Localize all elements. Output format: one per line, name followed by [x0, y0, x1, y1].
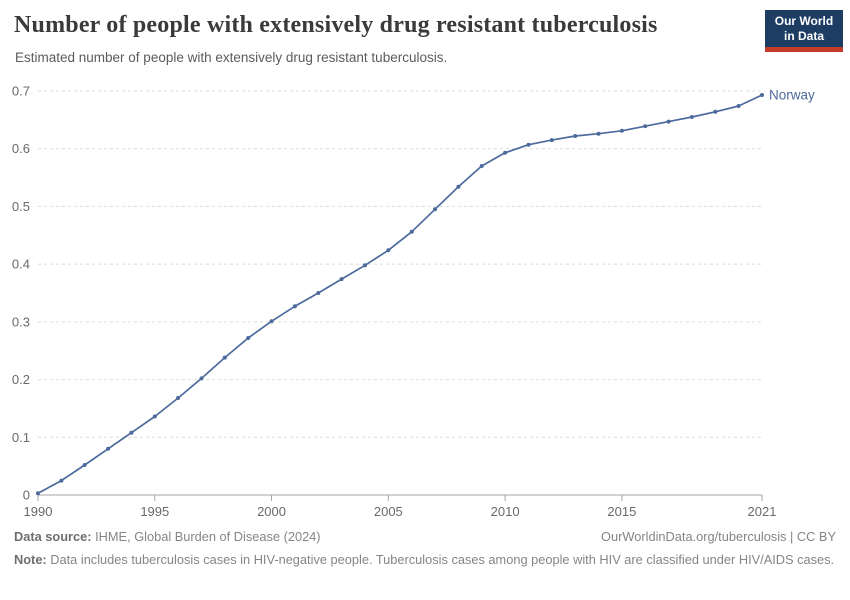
data-point — [36, 491, 40, 496]
data-source-text: IHME, Global Burden of Disease (2024) — [91, 529, 321, 544]
x-tick-label: 2015 — [607, 504, 636, 519]
data-point — [526, 142, 531, 147]
data-point — [760, 93, 764, 97]
x-tick-label: 2005 — [374, 504, 403, 519]
data-point — [433, 207, 437, 212]
data-point — [479, 164, 484, 168]
data-point — [573, 134, 578, 138]
page-subtitle: Estimated number of people with extensiv… — [15, 50, 448, 65]
data-point — [549, 138, 554, 143]
x-tick-label: 1995 — [140, 504, 169, 519]
data-point — [596, 131, 601, 136]
data-point — [82, 463, 87, 467]
owid-logo-text: Our World in Data — [765, 10, 843, 47]
data-point — [713, 109, 718, 114]
data-point — [106, 446, 111, 451]
y-tick-label: 0.5 — [12, 199, 30, 214]
data-point — [386, 248, 391, 253]
data-point — [152, 414, 157, 419]
note-label: Note: — [14, 551, 47, 567]
data-point — [409, 229, 414, 234]
data-point — [363, 263, 367, 268]
data-point — [689, 115, 694, 119]
data-point — [736, 104, 741, 108]
owid-logo-line1: Our World — [774, 14, 834, 29]
data-point — [176, 396, 181, 400]
data-point — [129, 430, 134, 435]
chart-footer: Data source: IHME, Global Burden of Dise… — [14, 528, 836, 569]
data-point — [199, 376, 204, 381]
data-point — [456, 184, 461, 189]
data-point — [503, 150, 508, 155]
y-tick-label: 0.7 — [12, 84, 30, 99]
y-tick-label: 0.4 — [12, 257, 30, 272]
owid-license-link[interactable]: OurWorldinData.org/tuberculosis | CC BY — [601, 529, 836, 544]
x-tick-label: 2021 — [748, 504, 777, 519]
line-chart[interactable]: 0 0.1 0.2 0.3 0.4 0.5 0.6 0.7 1990 1995 2000 2005 20… — [0, 78, 850, 523]
data-point — [619, 128, 624, 133]
y-tick-label: 0.2 — [12, 372, 30, 387]
data-point — [316, 291, 321, 295]
owid-logo-line2: in Data — [783, 28, 824, 43]
y-tick-label: 0 — [23, 488, 30, 503]
x-tick-label: 2000 — [257, 504, 286, 519]
page-title: Number of people with extensively drug r… — [14, 12, 658, 38]
data-source-label: Data source: — [14, 529, 92, 544]
note-text: Data includes tuberculosis cases in HIV-… — [46, 551, 835, 567]
y-tick-label: 0.6 — [12, 141, 30, 156]
series-end-label: Norway — [769, 88, 815, 103]
data-source: Data source: IHME, Global Burden of Dise… — [14, 528, 321, 547]
owid-logo[interactable]: Our World in Data — [765, 10, 843, 52]
data-point — [339, 277, 344, 282]
owid-logo-red-bar — [765, 47, 843, 52]
x-tick-label: 1990 — [24, 504, 53, 519]
y-tick-label: 0.1 — [12, 430, 30, 445]
trend-line — [37, 94, 763, 495]
data-point — [643, 124, 648, 129]
y-tick-label: 0.3 — [12, 314, 30, 329]
data-point — [59, 478, 64, 483]
data-point — [292, 304, 297, 309]
data-point — [666, 119, 671, 124]
line-chart-svg[interactable]: 0 0.1 0.2 0.3 0.4 0.5 0.6 0.7 1990 1995 2000 2005 20… — [0, 78, 850, 523]
data-point — [269, 319, 274, 324]
x-tick-label: 2010 — [491, 504, 520, 519]
data-point — [222, 355, 227, 360]
data-point — [246, 336, 251, 340]
